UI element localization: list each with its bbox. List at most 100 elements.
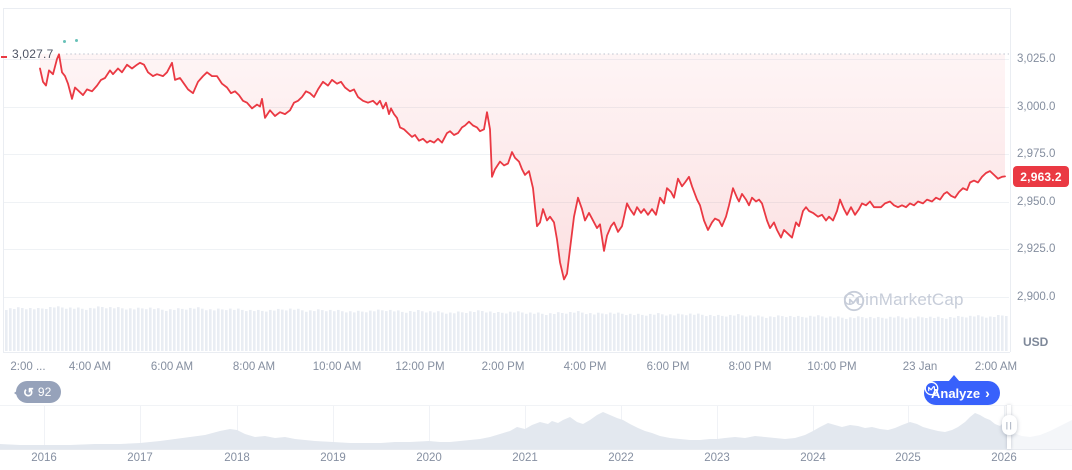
volume-bar [397,310,400,351]
volume-bar [817,315,820,351]
volume-bar [69,307,72,351]
volume-bar [321,310,324,351]
volume-bar [113,308,116,351]
history-count: 92 [37,385,52,399]
volume-bar [921,317,924,351]
year-tick-label: 2020 [416,452,442,464]
volume-bar [961,316,964,351]
volume-bar [401,311,404,351]
volume-bar [525,313,528,351]
navigator-year-gridline [429,406,430,449]
volume-bar [873,318,876,351]
volume-bar [285,310,288,351]
volume-bar [185,309,188,351]
volume-bar [45,309,48,351]
volume-bar [557,312,560,351]
volume-bar [681,314,684,351]
gridline [4,296,1009,298]
volume-bar [73,308,76,351]
price-tick-label: 3,000.0 [1017,100,1056,113]
volume-bar [109,307,112,351]
volume-bar [265,311,268,351]
volume-bar [301,310,304,351]
volume-bar [945,318,948,351]
navigator-drag-handle[interactable]: || [1002,415,1017,435]
volume-bar [153,309,156,351]
analyze-button[interactable]: Analyze › [924,375,1000,405]
volume-bar [789,315,792,351]
gridline [4,201,1009,203]
volume-bar [965,317,968,351]
volume-bar [165,310,168,351]
volume-bar [129,308,132,351]
volume-bar [105,308,108,351]
volume-bar [805,317,808,351]
volume-bar [657,313,660,351]
volume-bar [745,316,748,351]
volume-bar [325,311,328,351]
volume-bar [137,307,140,351]
price-area-fill [40,53,1005,280]
volume-bar [65,308,68,351]
volume-bar [253,311,256,351]
volume-bar [245,311,248,351]
volume-bar [449,312,452,351]
volume-bar [173,309,176,351]
price-tick-label: 2,900.0 [1017,290,1056,303]
volume-bar [13,309,16,351]
volume-bar [977,315,980,351]
volume-bar [261,310,264,351]
volume-bar [513,312,516,351]
volume-bar [97,306,100,351]
volume-bar [733,315,736,351]
volume-bar [189,307,192,351]
price-line [39,53,1006,281]
time-tick-label: 6:00 PM [646,361,690,373]
volume-bar [41,308,44,351]
volume-bar [705,316,708,351]
volume-bar [953,317,956,351]
gridline [4,249,1009,250]
history-count-badge[interactable]: ↺ 92 [13,381,62,403]
volume-bar [177,308,180,351]
navigator-baseline [0,449,1072,450]
volume-bar [937,316,940,351]
volume-bar [649,313,652,351]
volume-bar [865,318,868,351]
year-tick-label: 2026 [991,452,1017,464]
volume-bar [633,315,636,351]
volume-bar [737,314,740,351]
volume-bar [869,316,872,351]
volume-bar [157,308,160,351]
volume-bar [389,309,392,351]
volume-bar [205,310,208,351]
volume-bar [417,310,420,351]
volume-bar [221,309,224,351]
volume-bar [141,308,144,351]
volume-bar [149,307,152,351]
volume-bar [89,307,92,351]
volume-bar [969,315,972,351]
volume-bar [861,317,864,351]
volume-bar [405,312,408,351]
volume-bar [193,308,196,351]
volume-bar [237,308,240,351]
volume-bar [461,312,464,351]
volume-bar [589,313,592,351]
volume-bar [625,315,628,351]
volume-bar [225,310,228,351]
volume-bar [145,309,148,351]
time-tick-label: 8:00 AM [232,361,276,373]
volume-bar [437,311,440,351]
volume-bar [549,313,552,351]
volume-bar [1005,316,1008,351]
volume-bar [201,308,204,351]
volume-bar [481,311,484,351]
navigator-year-gridline [525,406,526,449]
volume-bar [677,313,680,351]
volume-bar [909,317,912,351]
volume-bar [365,312,368,351]
volume-bar [1001,315,1004,351]
